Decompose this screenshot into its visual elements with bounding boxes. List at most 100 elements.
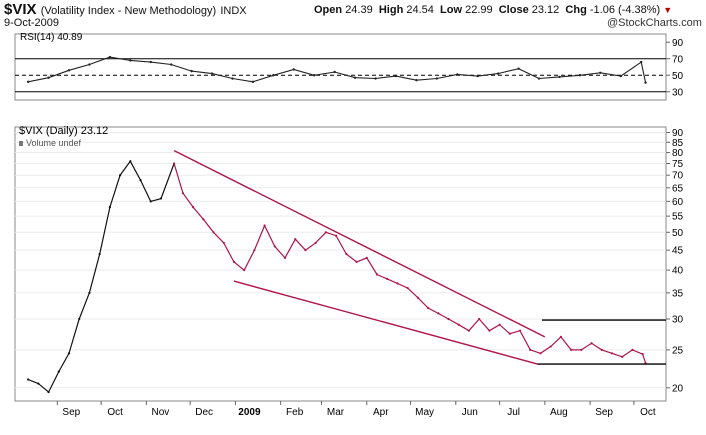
rsi-point xyxy=(333,70,336,74)
exchange-label: INDX xyxy=(220,5,247,17)
vix-price-point xyxy=(580,348,583,352)
stockcharts-watermark: @StockCharts.com xyxy=(607,17,702,29)
open-label: Open xyxy=(314,4,343,16)
rsi-point xyxy=(353,76,357,79)
vix-price-point xyxy=(159,197,163,200)
high-value: 24.54 xyxy=(406,4,434,16)
vix-price-point xyxy=(47,390,50,394)
vix-price-point xyxy=(386,277,389,280)
rsi-point xyxy=(639,60,643,64)
rsi-point xyxy=(456,73,459,76)
month-tick-label: Jul xyxy=(507,407,520,418)
rsi-point xyxy=(537,77,541,80)
vix-price-point xyxy=(314,241,317,244)
vix-price-point xyxy=(283,256,287,259)
vix-price-point xyxy=(570,348,573,352)
rsi-point xyxy=(578,74,582,77)
rsi-point xyxy=(619,74,622,78)
vix-price-point xyxy=(202,218,205,221)
symbol: $VIX xyxy=(4,1,37,18)
rsi-panel: RSI(14) 40.89 30 50 70 90 xyxy=(14,32,684,101)
month-tick-label: Oct xyxy=(107,407,123,418)
vix-price-point xyxy=(621,355,624,358)
rsi-point xyxy=(415,79,418,82)
rsi-point xyxy=(476,74,479,78)
month-tick-label: Feb xyxy=(286,407,304,418)
rsi-tick-label: 90 xyxy=(672,38,684,49)
wedge-trendline xyxy=(173,150,546,338)
low-label: Low xyxy=(440,4,463,16)
vix-price-point xyxy=(518,329,522,332)
vix-price-point xyxy=(324,231,328,234)
rsi-point xyxy=(599,71,602,74)
rsi-line xyxy=(27,56,647,83)
rsi-point xyxy=(313,74,316,77)
vix-price-point xyxy=(467,329,471,332)
vix-price-point xyxy=(406,286,409,290)
price-tick-label: 70 xyxy=(672,171,684,182)
rsi-point xyxy=(26,80,30,84)
vix-price-point xyxy=(139,179,142,182)
price-frame xyxy=(14,126,667,402)
rsi-tick-label: 50 xyxy=(672,71,684,82)
vix-price-point xyxy=(212,231,215,234)
low-value: 22.99 xyxy=(465,4,493,16)
vix-price-point xyxy=(457,323,460,326)
price-tick-label: 35 xyxy=(672,288,684,299)
month-tick-label: Nov xyxy=(151,407,169,418)
vix-price-point xyxy=(232,260,236,263)
rsi-point xyxy=(149,60,152,64)
vix-price-line xyxy=(173,163,647,364)
high-label: High xyxy=(378,4,404,16)
vix-price-point xyxy=(641,353,644,356)
rsi-point xyxy=(435,77,439,80)
vix-price-point xyxy=(447,317,450,321)
quote-summary: Open 24.39 High 24.54 Low 22.99 Close 23… xyxy=(314,4,672,16)
vix-price-point xyxy=(478,317,481,321)
vix-price-point xyxy=(365,256,368,259)
month-tick-label: Sep xyxy=(62,407,80,418)
down-arrow-icon: ▼ xyxy=(663,5,673,15)
price-tick-label: 30 xyxy=(672,314,684,325)
rsi-point xyxy=(251,80,255,84)
month-tick-label: Mar xyxy=(327,407,345,418)
price-tick-label: 55 xyxy=(672,212,684,223)
month-tick-label: Apr xyxy=(373,407,389,418)
vix-price-point xyxy=(78,317,81,321)
close-label: Close xyxy=(498,4,529,16)
vix-price-point xyxy=(549,345,552,348)
rsi-tick-label: 30 xyxy=(672,87,684,98)
vix-price-point xyxy=(273,245,276,248)
month-tick-label: Oct xyxy=(640,407,656,418)
rsi-point xyxy=(210,72,214,75)
volume-label: Volume undef xyxy=(26,138,82,148)
vix-price-point xyxy=(57,370,60,373)
vix-price-point xyxy=(355,260,358,263)
rsi-point xyxy=(394,74,398,78)
vix-price-point xyxy=(98,252,101,256)
vix-price-point xyxy=(437,312,440,315)
price-tick-label: 80 xyxy=(672,148,684,159)
rsi-point xyxy=(517,67,520,70)
vix-price-point xyxy=(335,234,338,237)
vix-price-point xyxy=(191,206,195,209)
vix-price-point xyxy=(426,306,430,310)
vix-price-point xyxy=(590,342,593,345)
vix-price-point xyxy=(149,200,152,203)
month-tick-label: Jun xyxy=(462,407,478,418)
month-tick-label: Aug xyxy=(550,407,568,418)
wedge-trendline xyxy=(233,280,538,365)
change-value: -1.06 (-4.38%) xyxy=(589,4,661,16)
rsi-point xyxy=(231,77,234,80)
vix-price-point xyxy=(108,206,111,209)
price-tick-label: 50 xyxy=(672,228,684,239)
vix-price-point xyxy=(345,252,348,256)
chart-header: $VIX (Volatility Index - New Methodology… xyxy=(0,0,706,32)
vix-price-point xyxy=(416,296,419,299)
symbol-title: $VIX (Volatility Index - New Methodology… xyxy=(4,1,247,18)
rsi-point xyxy=(496,72,500,75)
vix-price-point xyxy=(67,352,71,355)
price-tick-label: 60 xyxy=(672,197,684,208)
price-tick-label: 25 xyxy=(672,345,684,356)
vix-price-point xyxy=(610,352,614,355)
